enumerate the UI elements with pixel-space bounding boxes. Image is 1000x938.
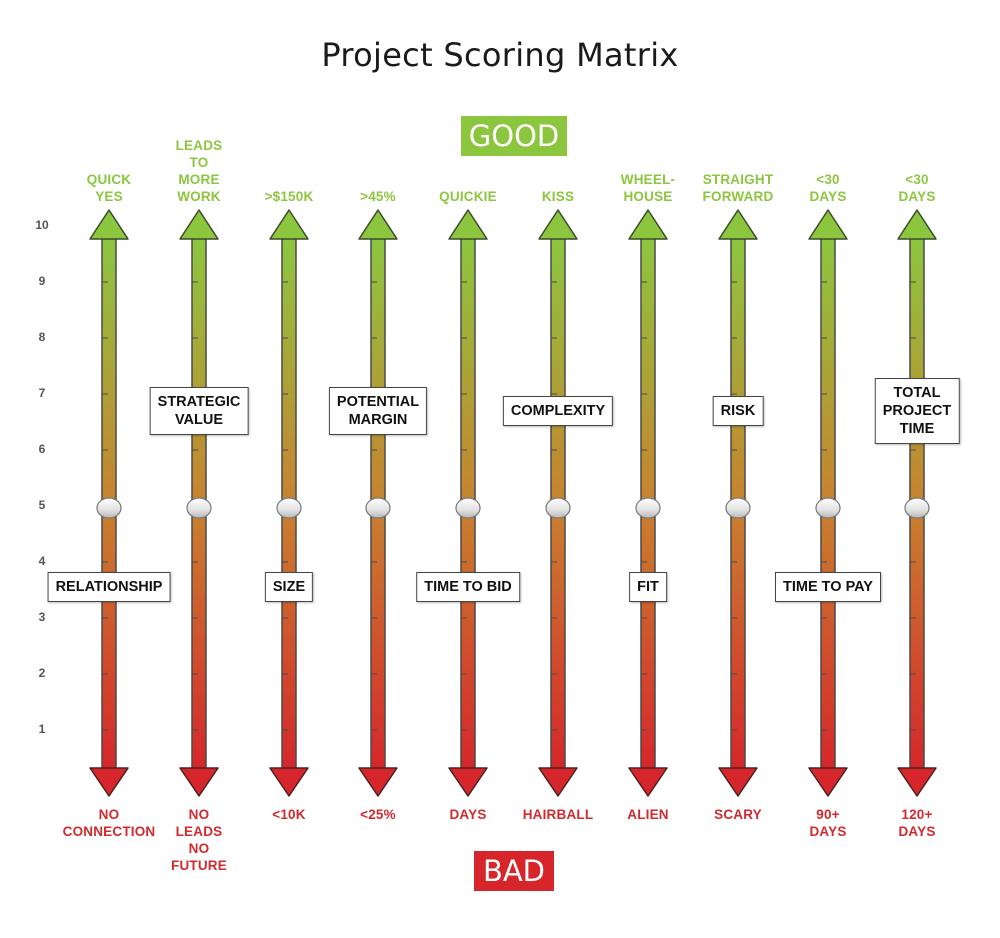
scale-tick-4: 4 [38, 554, 46, 568]
good-descriptor: >45% [360, 189, 396, 204]
score-slider-knob[interactable] [725, 497, 751, 519]
bad-descriptor: 120+ DAYS [898, 807, 936, 839]
criterion-label: RELATIONSHIP [47, 572, 171, 602]
bad-descriptor: HAIRBALL [522, 807, 594, 822]
bad-descriptor: 90+ DAYS [809, 807, 847, 839]
good-arrowhead [538, 209, 578, 240]
good-arrowhead [628, 209, 668, 240]
criterion-label: STRATEGIC VALUE [149, 387, 249, 435]
bad-descriptor: NO LEADS NO FUTURE [171, 807, 227, 873]
score-slider-knob[interactable] [365, 497, 391, 519]
good-arrowhead [358, 209, 398, 240]
score-arrow [448, 209, 488, 797]
good-descriptor: WHEEL- HOUSE [620, 172, 676, 204]
criterion-label: POTENTIAL MARGIN [328, 387, 428, 435]
criterion-label: RISK [712, 396, 764, 426]
score-slider-knob[interactable] [635, 497, 661, 519]
bad-banner: BAD [474, 851, 554, 891]
criterion-label: TIME TO BID [416, 572, 520, 602]
criterion-label: COMPLEXITY [502, 396, 614, 426]
score-slider-knob[interactable] [276, 497, 302, 519]
score-arrow [628, 209, 668, 797]
good-descriptor: STRAIGHT FORWARD [702, 172, 774, 204]
score-slider-knob[interactable] [455, 497, 481, 519]
criterion-label: TOTAL PROJECT TIME [874, 378, 960, 444]
bad-arrowhead [538, 767, 578, 797]
bad-descriptor: NO CONNECTION [62, 807, 156, 839]
scale-tick-10: 10 [35, 218, 49, 232]
scale-tick-6: 6 [38, 442, 46, 456]
good-descriptor: QUICK YES [86, 172, 132, 204]
bad-descriptor: SCARY [714, 807, 762, 822]
criterion-label: FIT [629, 572, 667, 602]
good-descriptor: >$150K [264, 189, 314, 204]
bad-arrowhead [718, 767, 758, 797]
bad-arrowhead [269, 767, 309, 797]
bad-arrowhead [179, 767, 219, 797]
good-arrowhead [269, 209, 309, 240]
score-arrow [897, 209, 937, 797]
bad-descriptor: DAYS [449, 807, 487, 822]
good-arrowhead [89, 209, 129, 240]
good-arrowhead [808, 209, 848, 240]
bad-arrowhead [448, 767, 488, 797]
bad-arrowhead [628, 767, 668, 797]
good-arrowhead [718, 209, 758, 240]
score-slider-knob[interactable] [96, 497, 122, 519]
scale-tick-2: 2 [38, 666, 46, 680]
bad-arrowhead [358, 767, 398, 797]
scale-tick-1: 1 [38, 722, 46, 736]
page-title: Project Scoring Matrix [321, 36, 679, 74]
scale-tick-3: 3 [38, 610, 46, 624]
good-descriptor: KISS [541, 189, 575, 204]
score-arrow [89, 209, 129, 797]
score-slider-knob[interactable] [815, 497, 841, 519]
score-arrow [538, 209, 578, 797]
score-arrow [718, 209, 758, 797]
scale-tick-5: 5 [38, 498, 46, 512]
good-descriptor: QUICKIE [439, 189, 497, 204]
good-descriptor: <30 DAYS [898, 172, 936, 204]
good-descriptor: LEADS TO MORE WORK [175, 138, 223, 204]
score-arrow [269, 209, 309, 797]
criterion-label: TIME TO PAY [775, 572, 881, 602]
score-slider-knob[interactable] [186, 497, 212, 519]
bad-descriptor: <10K [272, 807, 306, 822]
scale-tick-7: 7 [38, 386, 46, 400]
bad-arrowhead [89, 767, 129, 797]
score-slider-knob[interactable] [545, 497, 571, 519]
good-descriptor: <30 DAYS [809, 172, 847, 204]
score-slider-knob[interactable] [904, 497, 930, 519]
score-arrow [179, 209, 219, 797]
bad-arrowhead [808, 767, 848, 797]
bad-descriptor: <25% [360, 807, 396, 822]
score-arrow [808, 209, 848, 797]
scale-tick-9: 9 [38, 274, 46, 288]
criterion-label: SIZE [264, 572, 314, 602]
bad-arrowhead [897, 767, 937, 797]
score-arrow [358, 209, 398, 797]
good-banner: GOOD [461, 116, 567, 156]
good-arrowhead [448, 209, 488, 240]
good-arrowhead [897, 209, 937, 240]
bad-descriptor: ALIEN [627, 807, 669, 822]
scale-tick-8: 8 [38, 330, 46, 344]
good-arrowhead [179, 209, 219, 240]
